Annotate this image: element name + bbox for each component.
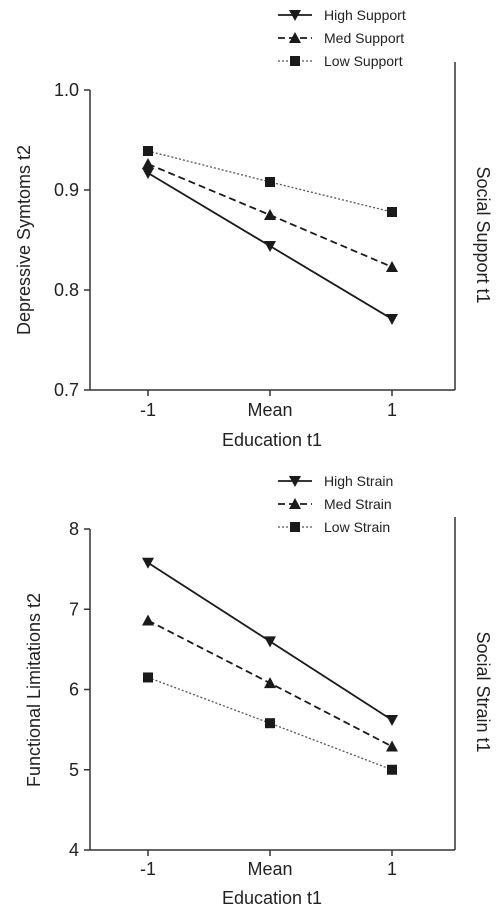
legend-label: Low Strain <box>324 519 390 535</box>
x-tick-label: 1 <box>387 400 397 420</box>
series-group <box>142 557 398 775</box>
data-point-3 <box>143 672 153 683</box>
legend: High Strain Med Strain Low Strain <box>278 473 393 535</box>
legend-label: High Strain <box>324 473 393 489</box>
legend-marker <box>289 32 301 43</box>
data-point-2 <box>386 740 398 752</box>
x-tick-label: 1 <box>387 859 397 879</box>
y-tick-label: 8 <box>69 519 79 539</box>
y-tick-label: 1.0 <box>54 80 79 100</box>
x-tick-label: -1 <box>140 859 156 879</box>
legend-marker <box>290 522 300 532</box>
data-point-2 <box>142 158 154 169</box>
legend-label: High Support <box>324 7 406 23</box>
series-group <box>142 146 398 325</box>
y-tick-label: 7 <box>69 599 79 619</box>
right-side-title: Social Strain t1 <box>473 631 493 752</box>
y-tick-label: 5 <box>69 760 79 780</box>
chart-depressive-symptoms: 0.7 0.8 0.9 1.0 -1 Mean 1 High Support Med Sup… <box>14 7 493 450</box>
x-ticks: -1 Mean 1 <box>140 390 397 420</box>
legend: High Support Med Support Low Support <box>278 7 406 69</box>
legend-label: Med Strain <box>324 496 392 512</box>
data-point-3 <box>265 177 275 187</box>
data-point-2 <box>264 209 276 220</box>
legend-marker <box>289 498 301 509</box>
data-point-1 <box>386 714 398 726</box>
y-tick-label: 0.9 <box>54 180 79 200</box>
y-tick-label: 4 <box>69 840 79 860</box>
data-point-2 <box>142 614 154 626</box>
data-point-2 <box>386 261 398 272</box>
x-tick-label: -1 <box>140 400 156 420</box>
x-axis-title: Education t1 <box>222 430 322 450</box>
y-ticks: 0.7 0.8 0.9 1.0 <box>54 80 90 400</box>
data-point-3 <box>387 764 397 775</box>
legend-label: Med Support <box>324 30 404 46</box>
y-tick-label: 6 <box>69 680 79 700</box>
right-side-title: Social Support t1 <box>473 166 493 303</box>
chart-functional-limitations: 4 5 6 7 8 -1 Mean 1 High Strain Med Strain Low S… <box>24 473 493 908</box>
y-tick-label: 0.8 <box>54 280 79 300</box>
x-tick-label: Mean <box>247 859 292 879</box>
y-tick-label: 0.7 <box>54 380 79 400</box>
x-tick-label: Mean <box>247 400 292 420</box>
data-point-2 <box>264 677 276 689</box>
legend-label: Low Support <box>324 53 403 69</box>
data-point-1 <box>142 557 154 569</box>
x-axis-title: Education t1 <box>222 888 322 908</box>
data-point-3 <box>143 146 153 156</box>
data-point-1 <box>142 168 154 179</box>
legend-marker <box>290 56 300 66</box>
data-point-3 <box>387 207 397 217</box>
x-ticks: -1 Mean 1 <box>140 850 397 879</box>
legend-marker <box>289 476 301 487</box>
y-ticks: 4 5 6 7 8 <box>69 519 90 860</box>
data-point-3 <box>265 718 275 729</box>
y-axis-title: Functional Limitations t2 <box>24 593 44 787</box>
legend-marker <box>289 10 301 21</box>
data-point-1 <box>264 636 276 648</box>
data-point-1 <box>386 314 398 325</box>
series-line-3 <box>147 676 393 771</box>
data-point-1 <box>264 241 276 252</box>
y-axis-title: Depressive Symtoms t2 <box>14 145 34 335</box>
